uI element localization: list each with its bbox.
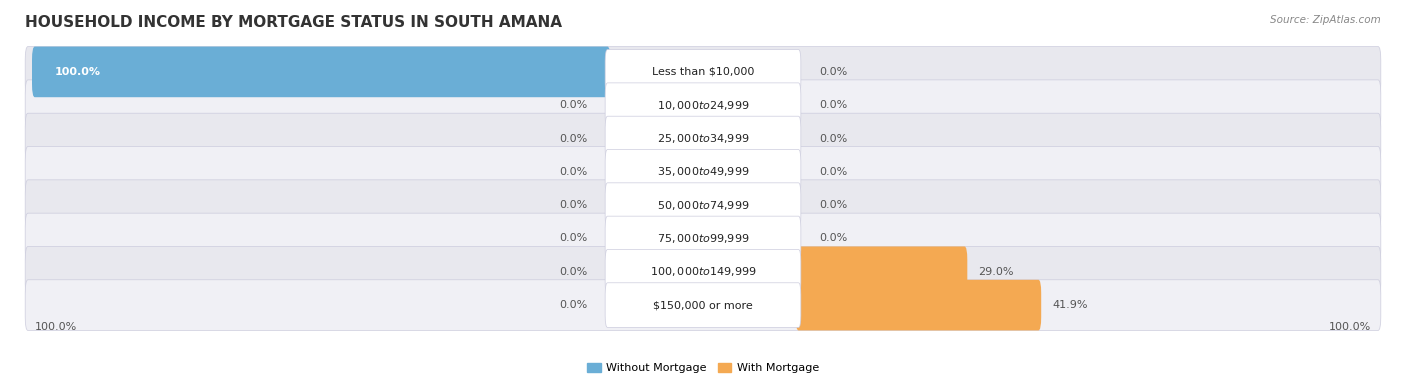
Text: $10,000 to $24,999: $10,000 to $24,999 [657, 99, 749, 112]
FancyBboxPatch shape [605, 250, 801, 294]
Text: 0.0%: 0.0% [558, 233, 588, 244]
Text: 0.0%: 0.0% [818, 200, 848, 210]
Text: 0.0%: 0.0% [818, 233, 848, 244]
Text: 0.0%: 0.0% [558, 100, 588, 110]
FancyBboxPatch shape [796, 280, 1042, 330]
FancyBboxPatch shape [25, 113, 1381, 164]
Text: 41.9%: 41.9% [1052, 300, 1088, 310]
FancyBboxPatch shape [25, 147, 1381, 197]
Text: 0.0%: 0.0% [558, 133, 588, 144]
FancyBboxPatch shape [605, 216, 801, 261]
Text: $150,000 or more: $150,000 or more [654, 300, 752, 310]
FancyBboxPatch shape [25, 47, 1381, 97]
FancyBboxPatch shape [25, 180, 1381, 230]
Text: 0.0%: 0.0% [818, 167, 848, 177]
Text: 0.0%: 0.0% [558, 267, 588, 277]
Text: 29.0%: 29.0% [979, 267, 1014, 277]
Text: 100.0%: 100.0% [35, 322, 77, 332]
FancyBboxPatch shape [796, 247, 967, 297]
FancyBboxPatch shape [25, 80, 1381, 130]
FancyBboxPatch shape [605, 150, 801, 194]
Text: $25,000 to $34,999: $25,000 to $34,999 [657, 132, 749, 145]
FancyBboxPatch shape [32, 47, 610, 97]
Text: 100.0%: 100.0% [1329, 322, 1371, 332]
FancyBboxPatch shape [605, 116, 801, 161]
Text: $75,000 to $99,999: $75,000 to $99,999 [657, 232, 749, 245]
Text: 0.0%: 0.0% [818, 67, 848, 77]
Text: HOUSEHOLD INCOME BY MORTGAGE STATUS IN SOUTH AMANA: HOUSEHOLD INCOME BY MORTGAGE STATUS IN S… [25, 15, 562, 30]
Text: 0.0%: 0.0% [558, 300, 588, 310]
Text: $50,000 to $74,999: $50,000 to $74,999 [657, 199, 749, 211]
FancyBboxPatch shape [605, 283, 801, 328]
Text: 0.0%: 0.0% [818, 133, 848, 144]
Text: $35,000 to $49,999: $35,000 to $49,999 [657, 166, 749, 178]
Legend: Without Mortgage, With Mortgage: Without Mortgage, With Mortgage [582, 359, 824, 377]
FancyBboxPatch shape [605, 183, 801, 227]
Text: 0.0%: 0.0% [558, 167, 588, 177]
Text: $100,000 to $149,999: $100,000 to $149,999 [650, 265, 756, 278]
Text: 0.0%: 0.0% [818, 100, 848, 110]
Text: 100.0%: 100.0% [55, 67, 101, 77]
FancyBboxPatch shape [605, 83, 801, 127]
FancyBboxPatch shape [25, 280, 1381, 330]
FancyBboxPatch shape [25, 247, 1381, 297]
FancyBboxPatch shape [605, 49, 801, 94]
FancyBboxPatch shape [25, 213, 1381, 264]
Text: Source: ZipAtlas.com: Source: ZipAtlas.com [1270, 15, 1381, 25]
Text: 0.0%: 0.0% [558, 200, 588, 210]
Text: Less than $10,000: Less than $10,000 [652, 67, 754, 77]
